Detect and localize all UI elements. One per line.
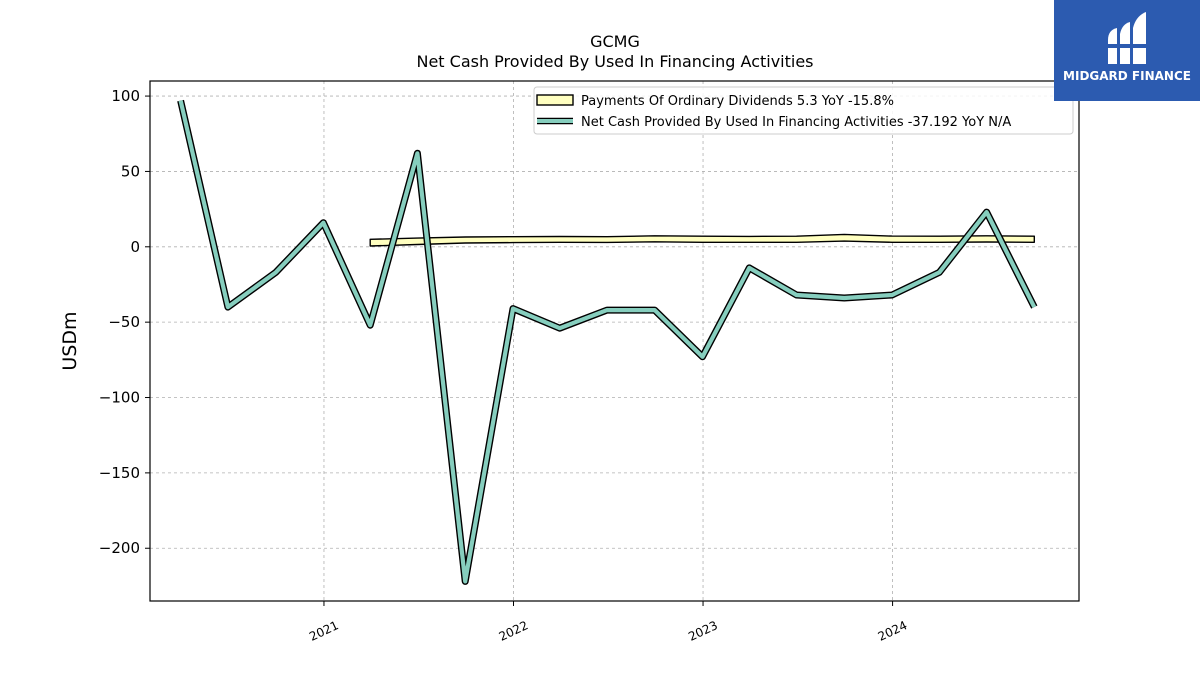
y-tick-label: 50 (121, 162, 140, 180)
y-axis-ticks: 100 50 0 −50 −100 −150 −200 (99, 87, 150, 557)
financing-line (177, 99, 1038, 585)
x-tick-label: 2021 (307, 618, 341, 644)
chart-subtitle: Net Cash Provided By Used In Financing A… (416, 52, 813, 71)
chart-title: GCMG (590, 32, 640, 51)
y-tick-label: 0 (130, 238, 140, 256)
financing-line-outline (177, 99, 1038, 585)
watermark-logo: MIDGARD FINANCE (1054, 0, 1200, 101)
logo-brand-text: MIDGARD FINANCE (1063, 69, 1191, 83)
legend-swatch-dividends (536, 94, 574, 106)
financing-line-path (178, 100, 1037, 584)
x-tick-label: 2024 (876, 618, 910, 644)
y-tick-label: −150 (99, 464, 140, 482)
x-tick-label: 2022 (497, 618, 531, 644)
legend-label-financing: Net Cash Provided By Used In Financing A… (581, 115, 1011, 130)
grid-lines (150, 81, 1079, 601)
y-tick-label: 100 (111, 87, 140, 105)
legend-box (533, 86, 1074, 135)
dividends-band (369, 233, 1036, 247)
plot-frame (149, 80, 1080, 602)
legend-label-dividends: Payments Of Ordinary Dividends 5.3 YoY -… (581, 94, 894, 109)
dividends-band-area (369, 233, 1036, 247)
x-tick-label: 2023 (686, 618, 720, 644)
y-tick-label: −200 (99, 539, 140, 557)
x-axis-ticks: 2021 2022 2023 2024 (307, 601, 909, 644)
y-tick-label: −100 (99, 389, 140, 407)
y-axis-label: USDm (59, 311, 81, 370)
y-tick-label: −50 (108, 313, 140, 331)
logo-mark-icon (1104, 12, 1148, 64)
legend: Payments Of Ordinary Dividends 5.3 YoY -… (533, 86, 1074, 135)
